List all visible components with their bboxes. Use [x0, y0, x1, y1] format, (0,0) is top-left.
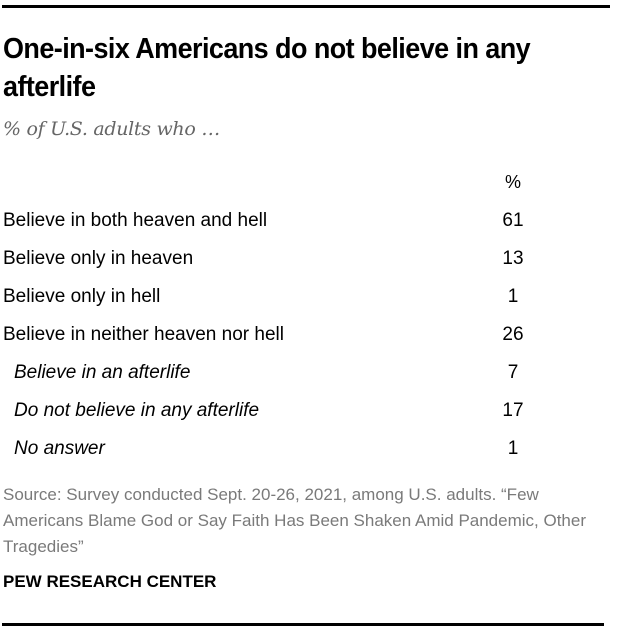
subrow-label: Do not believe in any afterlife: [14, 400, 260, 421]
row-value: 1: [507, 286, 519, 307]
row-value: 13: [502, 248, 524, 269]
source-note: Source: Survey conducted Sept. 20-26, 20…: [3, 485, 586, 556]
subrow-value: 17: [502, 400, 524, 421]
subrow-label: No answer: [14, 438, 105, 459]
table-subrow: Do not believe in any afterlife 17: [0, 392, 620, 430]
chart-subtitle: % of U.S. adults who …: [3, 118, 220, 140]
table-row: Believe only in heaven 13: [0, 240, 620, 278]
table-subrow: No answer 1: [0, 430, 620, 468]
subrow-label: Believe in an afterlife: [14, 362, 191, 383]
data-table: % Believe in both heaven and hell 61 Bel…: [0, 168, 620, 468]
row-label: Believe in neither heaven nor hell: [3, 324, 284, 345]
subrow-value: 7: [507, 362, 519, 383]
brand-logo-text: PEW RESEARCH CENTER: [3, 572, 217, 591]
top-rule: [2, 5, 610, 8]
row-label: Believe only in heaven: [3, 248, 194, 269]
chart-title: One-in-six Americans do not believe in a…: [3, 33, 531, 103]
table-row: Believe in both heaven and hell 61: [0, 202, 620, 240]
row-label: Believe only in hell: [3, 286, 161, 307]
bottom-rule: [2, 623, 604, 626]
subrow-value: 1: [507, 438, 519, 459]
column-header-percent: %: [504, 172, 521, 192]
row-value: 26: [502, 324, 524, 345]
row-label: Believe in both heaven and hell: [3, 210, 268, 231]
table-row: Believe only in hell 1: [0, 278, 620, 316]
table-subrow: Believe in an afterlife 7: [0, 354, 620, 392]
table-header-row: %: [0, 168, 620, 202]
row-value: 61: [502, 210, 524, 231]
table-row: Believe in neither heaven nor hell 26: [0, 316, 620, 354]
